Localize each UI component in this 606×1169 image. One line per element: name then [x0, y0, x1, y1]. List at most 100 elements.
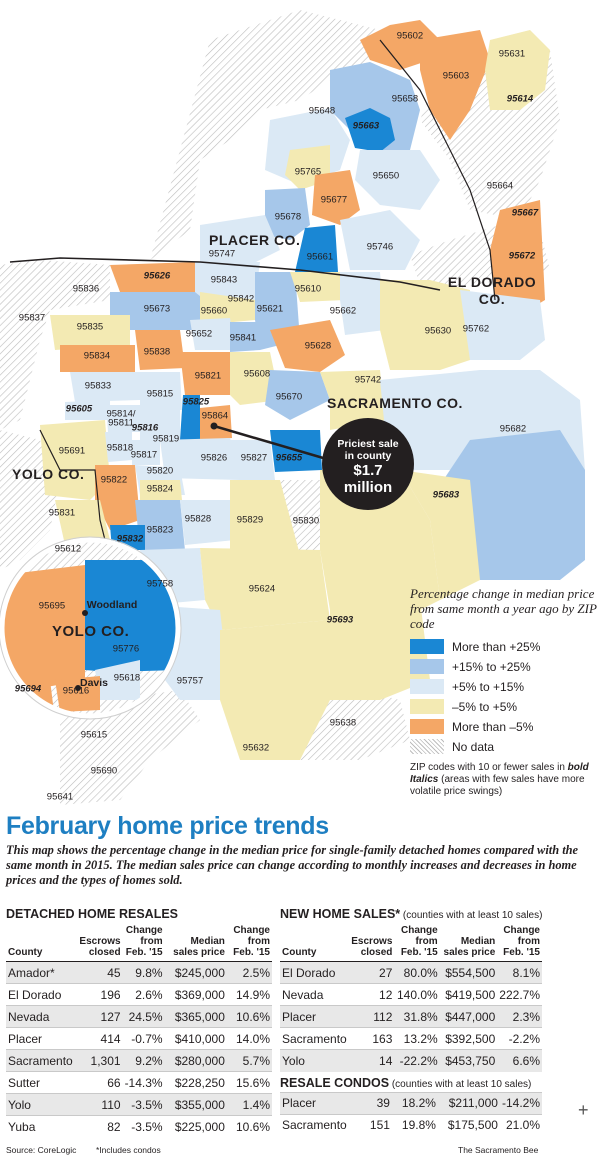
davis-dot [75, 685, 81, 691]
table-cell: 82 [77, 1115, 123, 1138]
table-cell: 9.2% [122, 1049, 165, 1072]
table-row: Placer 414 -0.7% $410,000 14.0% [6, 1027, 272, 1050]
table-cell: -22.2% [394, 1049, 440, 1072]
zip-label: 95828 [184, 513, 212, 525]
table-cell: 8.1% [497, 961, 542, 984]
zip-label: 95608 [243, 368, 271, 380]
legend-swatch [410, 659, 444, 674]
legend-note-pre: ZIP codes with 10 or fewer sales in [410, 762, 568, 773]
table-cell: 31.8% [394, 1005, 440, 1028]
zip-label: 95605 [65, 403, 93, 415]
zip-label: 95826 [200, 452, 228, 464]
zip-label: 95650 [372, 170, 400, 182]
zip-label: 95830 [292, 515, 320, 527]
zip-label: 95842 [227, 293, 255, 305]
table-row: Sutter 66 -14.3% $228,250 15.6% [6, 1071, 272, 1094]
zip-label: 95836 [72, 283, 100, 295]
table-cell: 14.0% [226, 1027, 272, 1050]
legend-items: More than +25% +15% to +25% +5% to +15% –5%… [410, 637, 600, 756]
zip-label: 95820 [146, 465, 174, 477]
table-row: Yuba 82 -3.5% $225,000 10.6% [6, 1115, 272, 1138]
zip-label: 95667 [511, 207, 539, 219]
table-cell: $447,000 [439, 1005, 498, 1028]
zip-price-map: PLACER CO. EL DORADO CO. SACRAMENTO CO. … [0, 10, 600, 805]
table-cell: 80.0% [394, 961, 440, 984]
county-label-yolo: YOLO CO. [12, 466, 85, 482]
table-row: El Dorado 196 2.6% $369,000 14.9% [6, 983, 272, 1006]
legend-swatch [410, 639, 444, 654]
inset-zip-label: 95695 [38, 600, 66, 612]
table-cell: $554,500 [439, 961, 498, 984]
dek-paragraph: This map shows the percentage change in … [6, 843, 579, 887]
table-cell: 2.5% [226, 961, 272, 984]
resale-condos-title: RESALE CONDOS (counties with at least 10… [280, 1076, 600, 1090]
zip-label: 95822 [100, 474, 128, 486]
table-header: Escrows closed [349, 925, 395, 962]
new-home-sales-title-text: NEW HOME SALES* [280, 907, 401, 921]
table-header: County [280, 925, 350, 962]
zip-label: 95624 [248, 583, 276, 595]
table-cell: Sacramento [280, 1027, 350, 1050]
table-cell: $280,000 [164, 1049, 227, 1072]
table-header: Escrows closed [77, 925, 123, 962]
detached-resales-table: County Escrows closed Change from Feb. '15 Med… [6, 925, 272, 1138]
county-label-el-dorado-line2: CO. [478, 291, 506, 307]
zip-label: 95638 [329, 717, 357, 729]
table-cell: -14.3% [122, 1071, 165, 1094]
zip-label: 95818 [106, 442, 134, 454]
table-cell: Yolo [280, 1049, 350, 1072]
legend-swatch [410, 679, 444, 694]
resale-condos-table: Placer 39 18.2% $211,000 -14.2% Sacramento 151… [280, 1091, 542, 1136]
table-cell: 414 [77, 1027, 123, 1050]
county-label-el-dorado-line1: EL DORADO [447, 274, 537, 290]
zip-label: 95673 [143, 303, 171, 315]
headline: February home price trends [6, 812, 329, 840]
legend-item: More than +25% [410, 637, 600, 656]
resale-condos-title-text: RESALE CONDOS [280, 1075, 390, 1090]
zip-label: 95663 [352, 120, 380, 132]
table-cell: 19.8% [391, 1113, 438, 1136]
zip-label: 95603 [442, 70, 470, 82]
table-cell: $175,500 [437, 1113, 500, 1136]
table-cell: 45 [77, 961, 123, 984]
zip-label: 95742 [354, 374, 382, 386]
county-label-placer: PLACER CO. [209, 232, 301, 248]
zip-label: 95658 [391, 93, 419, 105]
table-cell: 196 [77, 983, 123, 1006]
zip-label: 95762 [462, 323, 490, 335]
inset-zip-label: 95618 [113, 672, 141, 684]
table-cell: $410,000 [164, 1027, 227, 1050]
zip-label: 95648 [308, 105, 336, 117]
zip-label: 95831 [48, 507, 76, 519]
legend-swatch [410, 739, 444, 754]
table-row: Placer 112 31.8% $447,000 2.3% [280, 1005, 542, 1028]
table-cell: 5.7% [226, 1049, 272, 1072]
table-cell: Yolo [6, 1093, 78, 1116]
table-cell: $453,750 [439, 1049, 498, 1072]
zip-label: 95670 [275, 391, 303, 403]
zip-label: 95827 [240, 452, 268, 464]
zip-label: 95614 [506, 93, 534, 105]
table-cell: $228,250 [164, 1071, 227, 1094]
table-cell: 127 [77, 1005, 123, 1028]
county-label-yolo-inset: YOLO CO. [52, 623, 130, 640]
table-row: Yolo 110 -3.5% $355,000 1.4% [6, 1093, 272, 1116]
table-cell: 1.4% [226, 1093, 272, 1116]
county-label-sacramento: SACRAMENTO CO. [327, 395, 463, 411]
priciest-amount: $1.7 [353, 462, 383, 479]
table-cell: 10.6% [226, 1005, 272, 1028]
table-cell: El Dorado [280, 961, 350, 984]
detached-resales-section: DETACHED HOME RESALES County Escrows close… [6, 907, 272, 1138]
zip-label: 95834 [83, 350, 111, 362]
legend-label: +5% to +15% [452, 679, 525, 694]
legend-note-post: (areas with few sales have more volatile… [410, 774, 585, 797]
zip-label: 95602 [396, 30, 424, 42]
table-cell: $369,000 [164, 983, 227, 1006]
zip-label: 95631 [498, 48, 526, 60]
zip-label: 95662 [329, 305, 357, 317]
table-cell: -0.7% [122, 1027, 165, 1050]
zip-label: 95628 [304, 340, 332, 352]
zip-label: 95835 [76, 321, 104, 333]
zip-label: 95626 [143, 270, 171, 282]
legend-label: –5% to +5% [452, 699, 518, 714]
